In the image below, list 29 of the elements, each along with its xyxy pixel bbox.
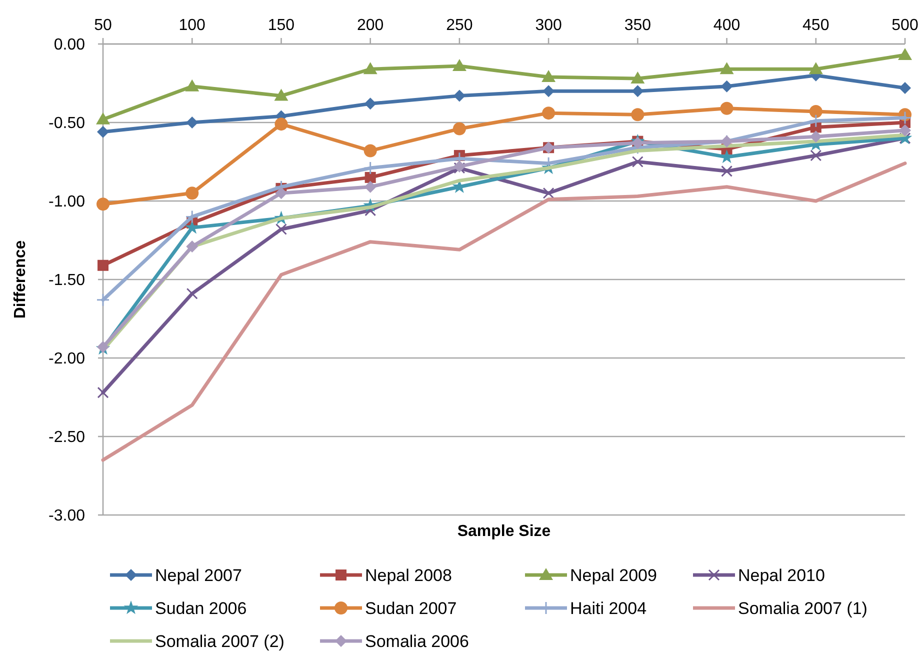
- legend-label: Somalia 2007 (1): [738, 598, 868, 618]
- legend-label: Sudan 2006: [155, 598, 247, 618]
- legend-label: Nepal 2007: [155, 566, 242, 585]
- y-tick-label: -2.00: [48, 350, 86, 368]
- x-tick-label: 350: [624, 17, 652, 34]
- x-tick-label: 500: [892, 17, 918, 34]
- x-axis-title: Sample Size: [457, 523, 551, 540]
- x-tick-label: 450: [802, 17, 830, 34]
- legend-label: Somalia 2006: [365, 632, 469, 651]
- y-tick-label: -1.00: [48, 194, 86, 211]
- legend-label: Haiti 2004: [570, 598, 647, 618]
- y-tick-label: -1.50: [48, 272, 86, 290]
- y-tick-label: -3.00: [48, 508, 86, 525]
- legend-label: Nepal 2009: [570, 566, 657, 585]
- y-axis-title: Difference: [12, 240, 29, 319]
- legend-label: Nepal 2008: [365, 566, 452, 585]
- x-tick-label: 250: [446, 17, 473, 34]
- legend-label: Sudan 2007: [365, 598, 457, 618]
- x-tick-label: 100: [178, 17, 206, 34]
- y-tick-label: -0.50: [48, 115, 86, 132]
- x-tick-label: 400: [713, 17, 740, 34]
- y-tick-label: 0.00: [54, 36, 86, 54]
- y-tick-label: -2.50: [48, 429, 86, 446]
- x-tick-label: 50: [94, 17, 112, 34]
- legend-label: Somalia 2007 (2): [155, 632, 284, 651]
- x-tick-label: 300: [535, 17, 562, 34]
- legend-label: Nepal 2010: [738, 566, 825, 585]
- x-tick-label: 150: [268, 17, 295, 34]
- x-tick-label: 200: [356, 17, 384, 34]
